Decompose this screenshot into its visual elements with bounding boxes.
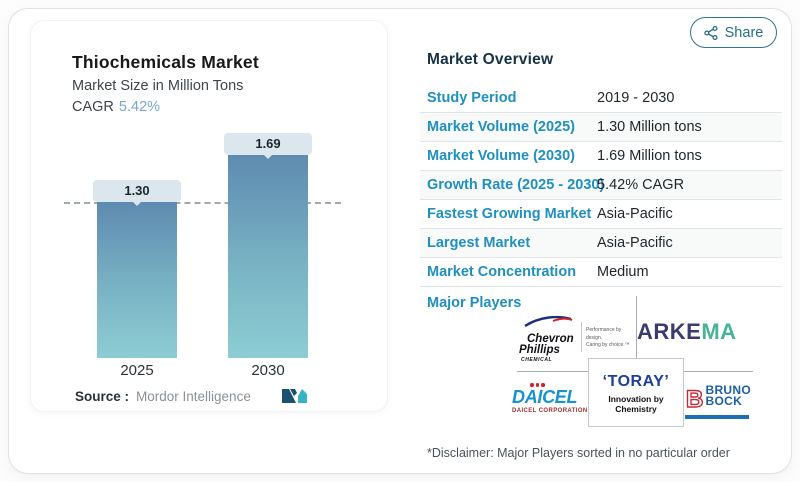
x-axis-label-2025: 2025 xyxy=(120,362,154,379)
source-row: Source : Mordor Intelligence xyxy=(75,389,251,404)
row-label: Study Period xyxy=(427,90,517,106)
daicel-wordmark: DAICEL xyxy=(512,387,578,407)
bruno-bock-line2: BOCK xyxy=(705,394,743,409)
source-label: Source : xyxy=(75,389,130,404)
bar-2025-value-label: 1.30 xyxy=(93,180,181,206)
bar-2025-rect xyxy=(97,202,177,358)
svg-text:B: B xyxy=(686,386,704,413)
mordor-intelligence-logo-icon xyxy=(281,387,308,409)
table-row: Market Volume (2030) 1.69 Million tons xyxy=(420,142,782,171)
chevron-line3: CHEMICAL xyxy=(521,356,553,363)
chevron-tagline-2: Caring by choice.™ xyxy=(586,342,630,348)
bar-2030-value-label: 1.69 xyxy=(224,133,312,159)
table-row: Market Concentration Medium xyxy=(420,258,782,287)
bar-2025: 1.30 xyxy=(93,180,181,358)
row-value: Medium xyxy=(597,264,649,280)
chevron-tagline: Performance by design. Caring by choice.… xyxy=(586,327,638,350)
bruno-bock-wordmark: BRUNO BOCK xyxy=(705,383,752,409)
table-row: Market Volume (2025) 1.30 Million tons xyxy=(420,113,782,142)
row-value: Asia-Pacific xyxy=(597,235,673,251)
players-grid-vertical-divider xyxy=(636,296,637,358)
table-row: Largest Market Asia-Pacific xyxy=(420,229,782,258)
cagr-value: 5.42% xyxy=(118,99,161,115)
chevron-line1: Chevron xyxy=(527,333,574,345)
chart-panel xyxy=(30,20,388,412)
row-label: Largest Market xyxy=(427,235,531,251)
baseline-dashed-line xyxy=(64,202,341,204)
table-row: Fastest Growing Market Asia-Pacific xyxy=(420,200,782,229)
arkema-text-dark: ARKE xyxy=(637,319,702,344)
bar-2030: 1.69 xyxy=(224,133,312,358)
arkema-logo: ARKEMA xyxy=(637,319,737,345)
toray-tagline: Innovation by Chemistry xyxy=(608,394,664,414)
cagr-label: CAGR xyxy=(72,99,114,115)
bruno-bock-underline xyxy=(685,415,749,419)
x-axis-label-2030: 2030 xyxy=(251,362,285,379)
chevron-tagline-1: Performance by design. xyxy=(586,327,622,341)
chart-title: Thiochemicals Market xyxy=(72,52,259,72)
bruno-bock-b-icon: B xyxy=(685,385,704,413)
row-label: Fastest Growing Market xyxy=(427,206,592,222)
table-row: Growth Rate (2025 - 2030) 5.42% CAGR xyxy=(420,171,782,200)
row-label: Market Volume (2025) xyxy=(427,119,576,135)
table-row: Study Period 2019 - 2030 xyxy=(420,84,782,113)
chevron-swoosh-icon xyxy=(524,315,573,328)
bruno-bock-line1: BRUNO xyxy=(705,383,751,397)
share-icon xyxy=(703,25,718,40)
arkema-text-green: MA xyxy=(701,319,737,344)
chevron-tagline-divider xyxy=(581,322,582,352)
disclaimer-text: *Disclaimer: Major Players sorted in no … xyxy=(427,446,730,460)
overview-heading: Market Overview xyxy=(427,51,554,68)
major-players-label: Major Players xyxy=(427,295,522,311)
overview-table: Study Period 2019 - 2030 Market Volume (… xyxy=(420,84,782,287)
share-button-label: Share xyxy=(724,24,764,41)
row-label: Market Concentration xyxy=(427,264,577,280)
row-label: Growth Rate (2025 - 2030) xyxy=(427,177,605,193)
row-value: 1.69 Million tons xyxy=(597,148,702,164)
share-button[interactable]: Share xyxy=(690,17,777,48)
daicel-logo: DAICEL DAICEL CORPORATION xyxy=(512,382,596,414)
chart-cagr-line: CAGR 5.42% xyxy=(72,99,160,115)
chevron-phillips-logo: Chevron Phillips CHEMICAL xyxy=(519,315,579,363)
source-value: Mordor Intelligence xyxy=(136,389,251,404)
daicel-subtitle: DAICEL CORPORATION xyxy=(512,408,588,414)
bruno-bock-logo: B BRUNO BOCK xyxy=(685,382,751,419)
row-value: Asia-Pacific xyxy=(597,206,673,222)
row-value: 5.42% CAGR xyxy=(597,177,685,193)
chevron-line2: Phillips xyxy=(519,344,560,357)
chart-subtitle: Market Size in Million Tons xyxy=(72,78,244,94)
bar-2030-rect xyxy=(228,155,308,358)
row-value: 2019 - 2030 xyxy=(597,90,675,106)
row-label: Market Volume (2030) xyxy=(427,148,576,164)
toray-wordmark: ‘TORAY’ xyxy=(602,373,670,390)
toray-logo: ‘TORAY’ Innovation by Chemistry xyxy=(588,358,684,427)
daicel-dots-icon xyxy=(530,383,545,387)
row-value: 1.30 Million tons xyxy=(597,119,702,135)
